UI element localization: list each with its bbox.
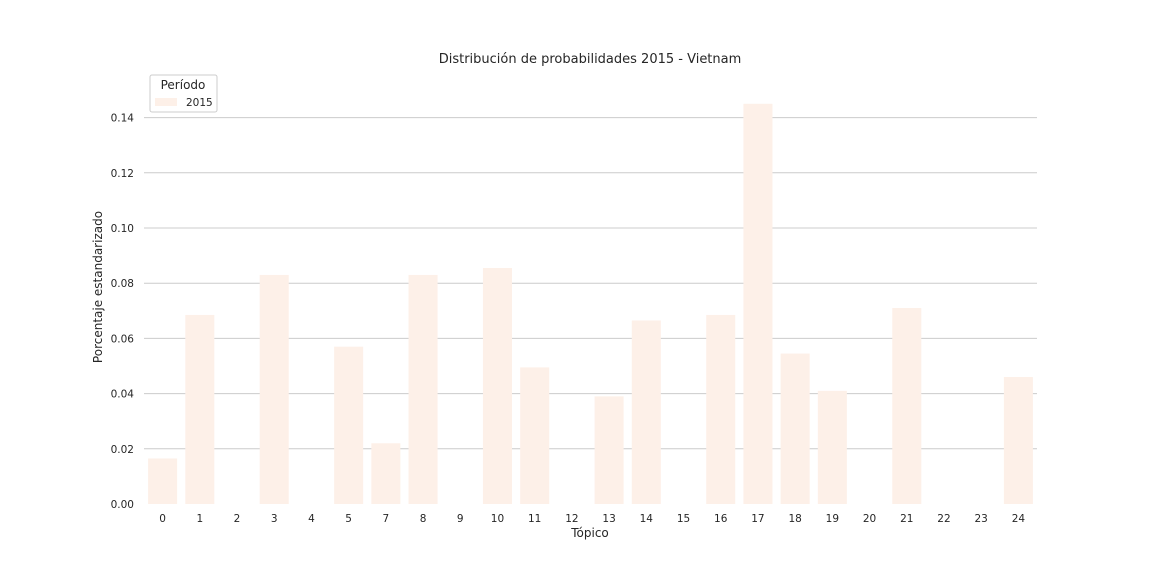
- bar-topic-19: [817, 390, 847, 504]
- bar-topic-21: [892, 308, 922, 504]
- x-tick-label: 18: [788, 513, 801, 525]
- x-tick-label: 22: [937, 513, 950, 525]
- x-tick-label: 8: [420, 513, 427, 525]
- x-tick-label: 17: [751, 513, 764, 525]
- bar-topic-5: [334, 346, 364, 504]
- y-tick-labels: 0.00 0.02 0.04 0.06 0.08 0.10 0.12 0.14: [111, 113, 135, 511]
- bar-topic-3: [259, 274, 289, 504]
- bar-topic-0: [148, 458, 178, 504]
- y-tick-label: 0.06: [111, 333, 135, 345]
- bar-topic-18: [780, 353, 810, 504]
- x-tick-label: 5: [345, 513, 352, 525]
- x-tick-label: 20: [863, 513, 876, 525]
- x-tick-label: 19: [826, 513, 839, 525]
- x-tick-label: 16: [714, 513, 728, 525]
- x-tick-label: 23: [975, 513, 988, 525]
- bars: [148, 103, 1033, 505]
- y-axis-label: Porcentaje estandarizado: [91, 211, 105, 363]
- legend-title: Período: [161, 78, 206, 92]
- x-axis-label: Tópico: [570, 526, 609, 540]
- x-tick-label: 9: [457, 513, 464, 525]
- x-tick-label: 24: [1012, 513, 1026, 525]
- bar-topic-13: [594, 396, 624, 504]
- bar-topic-14: [631, 320, 661, 504]
- x-tick-labels: 0 1 2 3 4 5 7 8 9 10 11 12 13 14 15 16 17 18 19 20 21 22 23 24: [159, 513, 1025, 525]
- bar-topic-10: [482, 268, 512, 504]
- x-tick-label: 15: [677, 513, 690, 525]
- y-tick-label: 0.02: [111, 444, 134, 456]
- y-tick-label: 0.10: [111, 223, 134, 235]
- bar-topic-11: [520, 367, 550, 504]
- bar-topic-7: [371, 443, 401, 504]
- x-tick-label: 12: [565, 513, 578, 525]
- x-tick-label: 11: [528, 513, 541, 525]
- bar-topic-1: [185, 314, 215, 504]
- x-tick-label: 0: [159, 513, 166, 525]
- x-tick-label: 4: [308, 513, 315, 525]
- x-tick-label: 21: [900, 513, 913, 525]
- y-tick-label: 0.08: [111, 278, 134, 290]
- y-tick-label: 0.00: [111, 499, 134, 511]
- x-tick-label: 7: [383, 513, 390, 525]
- legend-swatch: [155, 98, 177, 106]
- y-tick-label: 0.12: [111, 168, 134, 180]
- bar-topic-17: [743, 103, 773, 505]
- x-tick-label: 2: [234, 513, 241, 525]
- bar-topic-16: [706, 314, 736, 504]
- x-tick-label: 10: [491, 513, 504, 525]
- x-tick-label: 14: [640, 513, 654, 525]
- x-tick-label: 3: [271, 513, 278, 525]
- bar-topic-8: [408, 274, 438, 504]
- chart-title: Distribución de probabilidades 2015 - Vi…: [439, 52, 742, 67]
- x-tick-label: 1: [196, 513, 203, 525]
- legend-label: 2015: [186, 97, 213, 109]
- y-tick-label: 0.14: [111, 113, 135, 125]
- legend: Período 2015: [149, 74, 218, 113]
- grid-lines: [144, 117, 1037, 450]
- bar-topic-24: [1003, 377, 1033, 504]
- x-tick-label: 13: [602, 513, 615, 525]
- y-tick-label: 0.04: [111, 389, 135, 401]
